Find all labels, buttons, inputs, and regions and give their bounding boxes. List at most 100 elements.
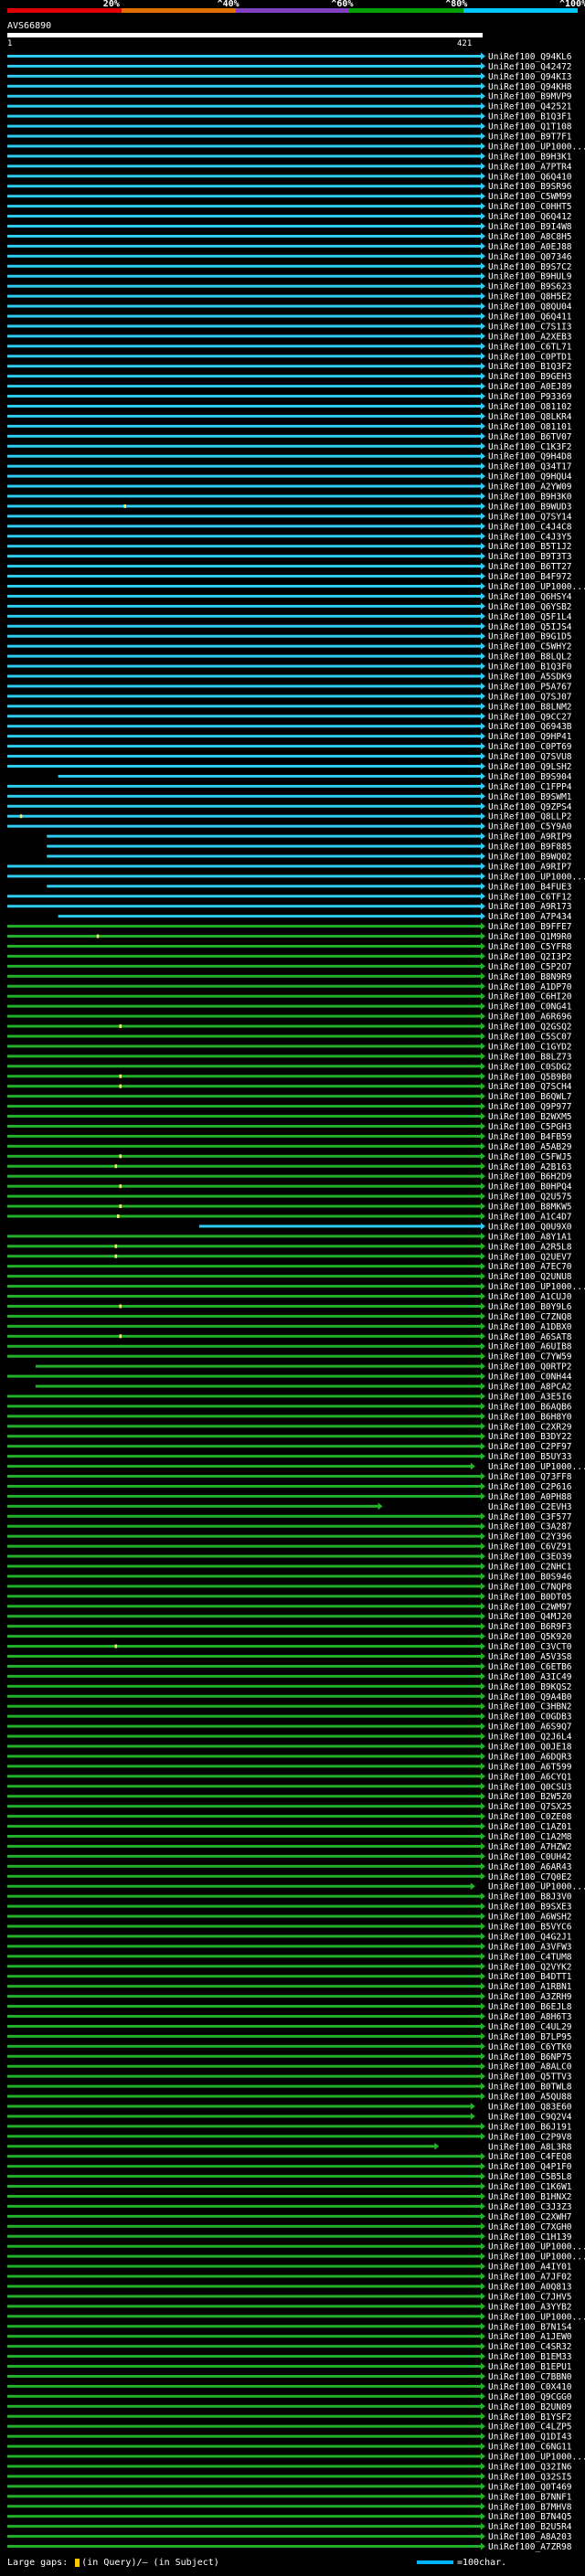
hit-row[interactable]: UniRef100_UP1000...: [7, 582, 585, 592]
hit-row[interactable]: UniRef100_Q9HP41: [7, 732, 572, 742]
hit-row[interactable]: UniRef100_C1K6W1: [7, 2182, 572, 2192]
hit-id-label[interactable]: UniRef100_C5P2O7: [488, 962, 572, 972]
hit-id-label[interactable]: UniRef100_Q9CGG0: [488, 2392, 572, 2402]
hit-row[interactable]: UniRef100_Q4MJ20: [7, 1612, 572, 1622]
hit-id-label[interactable]: UniRef100_C5SC07: [488, 1032, 572, 1042]
hit-id-label[interactable]: UniRef100_C2XR29: [488, 1422, 572, 1432]
hit-id-label[interactable]: UniRef100_C3A287: [488, 1522, 572, 1532]
hit-row[interactable]: UniRef100_B2UN09: [7, 2402, 572, 2412]
hit-row[interactable]: UniRef100_C1GYD2: [7, 1042, 572, 1052]
hit-id-label[interactable]: UniRef100_A1JEW0: [488, 2332, 572, 2342]
hit-row[interactable]: UniRef100_Q5K920: [7, 1632, 572, 1642]
hit-row[interactable]: UniRef100_A8Y1A1: [7, 1232, 572, 1242]
hit-row[interactable]: UniRef100_A8PCA2: [35, 1383, 572, 1393]
hit-id-label[interactable]: UniRef100_C5YFR8: [488, 942, 572, 952]
hit-row[interactable]: UniRef100_C3J3Z3: [7, 2202, 572, 2212]
hit-row[interactable]: UniRef100_UP1000...: [7, 1882, 585, 1892]
hit-row[interactable]: UniRef100_C0UH42: [7, 1852, 572, 1862]
hit-id-label[interactable]: UniRef100_A0PH88: [488, 1492, 572, 1502]
hit-id-label[interactable]: UniRef100_Q2U575: [488, 1193, 572, 1203]
hit-row[interactable]: UniRef100_C7JHV5: [7, 2292, 572, 2302]
hit-id-label[interactable]: UniRef100_B2U5R4: [488, 2522, 572, 2532]
hit-id-label[interactable]: UniRef100_A7HZW2: [488, 1842, 572, 1852]
hit-row[interactable]: UniRef100_Q1DI43: [7, 2433, 572, 2443]
hit-row[interactable]: UniRef100_B9SXE3: [7, 1903, 572, 1913]
hit-id-label[interactable]: UniRef100_Q9LSH2: [488, 762, 572, 772]
hit-row[interactable]: UniRef100_A1JEW0: [7, 2332, 572, 2342]
hit-id-label[interactable]: UniRef100_A6UIB8: [488, 1342, 572, 1352]
hit-id-label[interactable]: UniRef100_Q34T17: [488, 462, 572, 472]
hit-id-label[interactable]: UniRef100_C7NQP8: [488, 1582, 572, 1592]
hit-id-label[interactable]: UniRef100_B8LNM2: [488, 702, 572, 712]
hit-row[interactable]: UniRef100_Q6Q411: [7, 313, 572, 323]
hit-row[interactable]: UniRef100_C3F577: [7, 1512, 572, 1522]
hit-id-label[interactable]: UniRef100_Q94KI3: [488, 72, 572, 82]
hit-id-label[interactable]: UniRef100_C1GYD2: [488, 1042, 572, 1052]
hit-id-label[interactable]: UniRef100_B9SWM1: [488, 792, 572, 802]
hit-id-label[interactable]: UniRef100_A5SDK9: [488, 673, 572, 683]
hit-row[interactable]: UniRef100_A1C4D7: [7, 1212, 572, 1222]
hit-id-label[interactable]: UniRef100_C7XGH0: [488, 2222, 572, 2232]
hit-id-label[interactable]: UniRef100_Q6Q411: [488, 313, 572, 323]
hit-id-label[interactable]: UniRef100_C7YW59: [488, 1352, 572, 1362]
hit-row[interactable]: UniRef100_B6H8Y0: [7, 1412, 572, 1422]
hit-row[interactable]: UniRef100_Q7SX25: [7, 1802, 572, 1812]
hit-row[interactable]: UniRef100_A1DBX0: [7, 1322, 572, 1332]
hit-id-label[interactable]: UniRef100_Q73FF8: [488, 1472, 572, 1482]
hit-row[interactable]: UniRef100_Q2J6L4: [7, 1733, 572, 1743]
hit-id-label[interactable]: UniRef100_A6R696: [488, 1012, 572, 1023]
hit-id-label[interactable]: UniRef100_A9RIP9: [488, 832, 572, 843]
hit-id-label[interactable]: UniRef100_A1DP70: [488, 982, 572, 992]
hit-id-label[interactable]: UniRef100_Q8H5E2: [488, 292, 572, 302]
hit-row[interactable]: UniRef100_B9H3K0: [7, 493, 572, 503]
hit-id-label[interactable]: UniRef100_A9RIP7: [488, 862, 572, 872]
hit-id-label[interactable]: UniRef100_B5UY33: [488, 1452, 572, 1462]
hit-row[interactable]: UniRef100_C0PTD1: [7, 352, 572, 362]
hit-id-label[interactable]: UniRef100_Q2GSQ2: [488, 1023, 572, 1033]
hit-row[interactable]: UniRef100_B9SWM1: [7, 792, 572, 802]
hit-row[interactable]: UniRef100_C6YTK0: [7, 2042, 572, 2052]
hit-row[interactable]: UniRef100_UP1000...: [7, 2242, 585, 2253]
hit-id-label[interactable]: UniRef100_C6HI20: [488, 992, 572, 1002]
hit-id-label[interactable]: UniRef100_C4SR32: [488, 2342, 572, 2352]
hit-row[interactable]: UniRef100_B1EM33: [7, 2352, 572, 2362]
hit-id-label[interactable]: UniRef100_B6TV07: [488, 432, 572, 442]
hit-id-label[interactable]: UniRef100_Q9A4B0: [488, 1692, 572, 1702]
hit-row[interactable]: UniRef100_Q1T108: [7, 122, 572, 133]
hit-id-label[interactable]: UniRef100_A1RBN1: [488, 1982, 572, 1992]
hit-id-label[interactable]: UniRef100_B2UN09: [488, 2402, 572, 2412]
hit-id-label[interactable]: UniRef100_B9S904: [488, 772, 572, 782]
hit-id-label[interactable]: UniRef100_C7S1I3: [488, 322, 572, 332]
hit-row[interactable]: UniRef100_C2P9V8: [7, 2132, 572, 2142]
hit-row[interactable]: UniRef100_Q94KH8: [7, 82, 572, 92]
hit-row[interactable]: UniRef100_A1DP70: [7, 982, 572, 992]
hit-id-label[interactable]: UniRef100_Q7SX25: [488, 1802, 572, 1812]
hit-row[interactable]: UniRef100_C5WHY2: [7, 642, 572, 652]
hit-id-label[interactable]: UniRef100_A8Y1A1: [488, 1232, 572, 1242]
hit-row[interactable]: UniRef100_C4FEQ8: [7, 2152, 572, 2162]
hit-row[interactable]: UniRef100_A2XEB3: [7, 332, 572, 342]
hit-row[interactable]: UniRef100_A7EC70: [7, 1262, 572, 1272]
hit-id-label[interactable]: UniRef100_C0GDB3: [488, 1712, 572, 1723]
hit-id-label[interactable]: UniRef100_C7BBN0: [488, 2372, 572, 2382]
hit-row[interactable]: UniRef100_C6ETB6: [7, 1662, 572, 1672]
hit-row[interactable]: UniRef100_C4UL29: [7, 2022, 572, 2032]
hit-id-label[interactable]: UniRef100_B5VYC6: [488, 1923, 572, 1933]
hit-id-label[interactable]: UniRef100_C6VZ91: [488, 1542, 572, 1553]
hit-id-label[interactable]: UniRef100_Q2VYK2: [488, 1962, 572, 1972]
hit-row[interactable]: UniRef100_C2P616: [7, 1482, 572, 1492]
hit-row[interactable]: UniRef100_Q2I3P2: [7, 952, 572, 962]
hit-id-label[interactable]: UniRef100_A3YYB2: [488, 2302, 572, 2312]
hit-id-label[interactable]: UniRef100_Q6Q412: [488, 212, 572, 222]
hit-id-label[interactable]: UniRef100_A8H6T3: [488, 2012, 572, 2022]
hit-row[interactable]: UniRef100_Q7SY14: [7, 512, 572, 522]
hit-row[interactable]: UniRef100_A6CYQ1: [7, 1772, 572, 1782]
hit-row[interactable]: UniRef100_B5UY33: [7, 1452, 572, 1462]
hit-id-label[interactable]: UniRef100_B1HNX2: [488, 2192, 572, 2202]
hit-row[interactable]: UniRef100_Q2UNU8: [7, 1272, 572, 1282]
hit-id-label[interactable]: UniRef100_A3VFW3: [488, 1942, 572, 1952]
hit-id-label[interactable]: UniRef100_Q9CC27: [488, 712, 572, 722]
hit-id-label[interactable]: UniRef100_Q8QU04: [488, 302, 572, 313]
hit-row[interactable]: UniRef100_B4FB59: [7, 1132, 572, 1142]
hit-row[interactable]: UniRef100_B6R9F3: [7, 1622, 572, 1632]
